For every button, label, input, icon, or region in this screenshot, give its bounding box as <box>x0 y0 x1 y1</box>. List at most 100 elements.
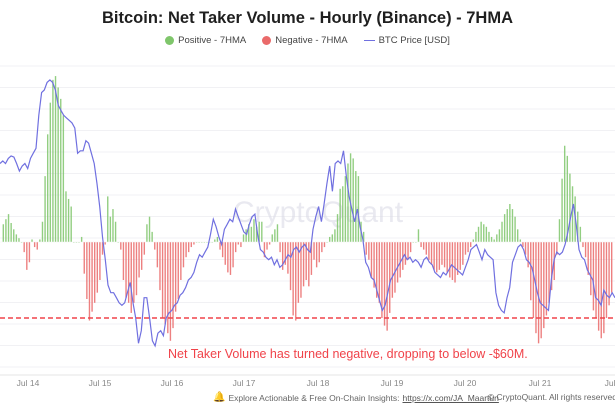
footer-note-text: Explore Actionable & Free On-Chain Insig… <box>228 392 400 403</box>
bar-negative <box>26 242 28 270</box>
bar-negative <box>300 242 302 298</box>
bar-negative <box>597 242 600 331</box>
bar-negative <box>522 242 524 248</box>
bar-negative <box>441 242 443 265</box>
bar-negative <box>462 242 464 265</box>
bar-negative <box>443 242 446 268</box>
bar-positive <box>195 242 198 243</box>
bar-positive <box>274 229 276 242</box>
bar-negative <box>391 242 394 298</box>
bar-positive <box>488 231 490 242</box>
bar-positive <box>5 219 7 242</box>
bar-negative <box>399 242 401 278</box>
footer-link[interactable]: https://x.com/JA_Maartun <box>402 392 499 403</box>
bar-negative <box>394 242 396 293</box>
bar-negative <box>292 242 294 316</box>
x-tick-label: Jul 20 <box>454 378 477 388</box>
bar-negative <box>96 242 99 293</box>
bar-positive <box>208 242 211 243</box>
bar-positive <box>334 229 336 242</box>
bar-positive <box>561 178 563 242</box>
bar-negative <box>28 242 31 263</box>
x-tick-label: Jul 17 <box>233 378 256 388</box>
bar-negative <box>456 242 459 275</box>
bar-negative <box>140 242 143 270</box>
bar-negative <box>23 242 25 253</box>
bar-negative <box>603 242 605 334</box>
bar-negative <box>295 242 297 321</box>
bar-negative <box>88 242 91 321</box>
bar-positive <box>13 229 15 242</box>
x-tick-label: Jul 21 <box>529 378 552 388</box>
bar-negative <box>240 242 242 248</box>
bar-negative <box>263 242 266 258</box>
bar-positive <box>357 176 360 242</box>
bar-negative <box>373 242 375 288</box>
bar-negative <box>595 242 597 318</box>
bar-positive <box>78 242 80 243</box>
bar-negative <box>101 242 104 255</box>
annotation-text: Net Taker Volume has turned negative, dr… <box>168 347 528 361</box>
bar-negative <box>420 242 422 248</box>
bar-negative <box>91 242 93 312</box>
bar-negative <box>556 242 558 255</box>
bar-negative <box>537 242 540 344</box>
bar-positive <box>496 234 498 242</box>
bar-negative <box>227 242 229 273</box>
bar-negative <box>185 242 187 258</box>
bar-negative <box>428 242 430 260</box>
x-tick-label: Jul 19 <box>381 378 404 388</box>
bar-negative <box>548 242 550 303</box>
bar-negative <box>550 242 553 291</box>
bar-negative <box>268 242 271 245</box>
bar-positive <box>44 176 46 242</box>
bar-positive <box>54 76 57 242</box>
bar-positive <box>255 226 258 242</box>
bar-positive <box>151 231 153 242</box>
bar-negative <box>600 242 602 339</box>
bar-positive <box>328 236 331 242</box>
bar-negative <box>93 242 96 303</box>
legend-item-negative[interactable]: Negative - 7HMA <box>262 35 348 46</box>
bar-negative <box>608 242 610 306</box>
bar-negative <box>234 242 237 253</box>
bar-negative <box>182 242 185 268</box>
bar-negative <box>287 242 289 274</box>
bar-negative <box>467 242 469 253</box>
bar-positive <box>362 231 365 242</box>
x-tick-label: Jul 15 <box>89 378 112 388</box>
bar-negative <box>404 242 407 265</box>
bar-positive <box>349 153 352 242</box>
bar-positive <box>477 226 480 242</box>
bar-negative <box>133 242 135 303</box>
bar-negative <box>219 242 221 250</box>
bar-negative <box>582 242 584 248</box>
bar-positive <box>483 224 485 242</box>
bar-positive <box>412 242 414 243</box>
bar-negative <box>164 242 166 325</box>
bar-negative <box>190 242 193 248</box>
bar-negative <box>279 242 281 253</box>
bar-positive <box>107 196 109 242</box>
bar-positive <box>49 102 52 242</box>
bar-positive <box>245 229 247 242</box>
bar-positive <box>65 191 67 242</box>
x-tick-label: Jul 14 <box>17 378 40 388</box>
legend-item-positive[interactable]: Positive - 7HMA <box>165 35 246 46</box>
legend-item-btc-price[interactable]: BTC Price [USD] <box>363 35 450 46</box>
bar-negative <box>378 242 381 303</box>
bar-negative <box>193 242 195 245</box>
bar-positive <box>472 239 475 242</box>
bar-positive <box>46 134 49 242</box>
bar-negative <box>308 242 310 287</box>
bar-positive <box>503 214 506 242</box>
bar-positive <box>331 234 334 242</box>
bar-negative <box>297 242 300 303</box>
bar-negative <box>99 242 101 280</box>
bar-negative <box>127 242 130 303</box>
bar-negative <box>237 242 240 245</box>
bar-positive <box>566 155 569 242</box>
bar-positive <box>511 209 514 242</box>
bell-icon: 🔔 <box>213 392 226 403</box>
bar-negative <box>172 242 174 329</box>
